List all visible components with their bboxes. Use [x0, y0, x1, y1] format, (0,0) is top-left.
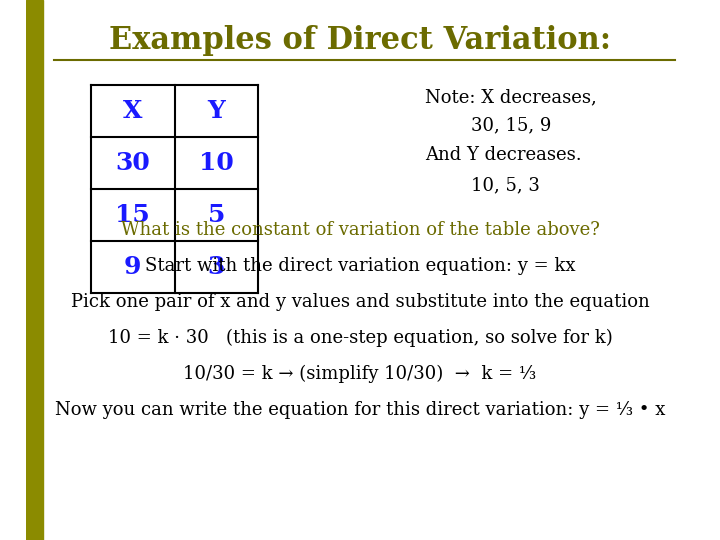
- Text: 10/30 = k → (simplify 10/30)  →  k = ¹⁄₃: 10/30 = k → (simplify 10/30) → k = ¹⁄₃: [184, 365, 536, 383]
- Text: Y: Y: [207, 99, 225, 123]
- Text: Examples of Direct Variation:: Examples of Direct Variation:: [109, 24, 611, 56]
- Text: Pick one pair of x and y values and substitute into the equation: Pick one pair of x and y values and subs…: [71, 293, 649, 311]
- Text: 3: 3: [207, 255, 225, 279]
- Text: What is the constant of variation of the table above?: What is the constant of variation of the…: [120, 221, 600, 239]
- Text: 5: 5: [207, 203, 225, 227]
- Bar: [26, 0, 43, 540]
- Text: 10, 5, 3: 10, 5, 3: [472, 176, 540, 194]
- Text: 9: 9: [124, 255, 142, 279]
- Text: And Y decreases.: And Y decreases.: [425, 146, 582, 164]
- Text: Now you can write the equation for this direct variation: y = ¹⁄₃ • x: Now you can write the equation for this …: [55, 401, 665, 419]
- Text: 10: 10: [199, 151, 234, 175]
- Text: Note: X decreases,: Note: X decreases,: [425, 88, 597, 106]
- Text: 30, 15, 9: 30, 15, 9: [472, 116, 552, 134]
- Text: 15: 15: [115, 203, 150, 227]
- Text: Start with the direct variation equation: y = kx: Start with the direct variation equation…: [145, 257, 575, 275]
- Text: 30: 30: [115, 151, 150, 175]
- Text: 10 = k · 30   (this is a one-step equation, so solve for k): 10 = k · 30 (this is a one-step equation…: [107, 329, 613, 347]
- Text: X: X: [123, 99, 143, 123]
